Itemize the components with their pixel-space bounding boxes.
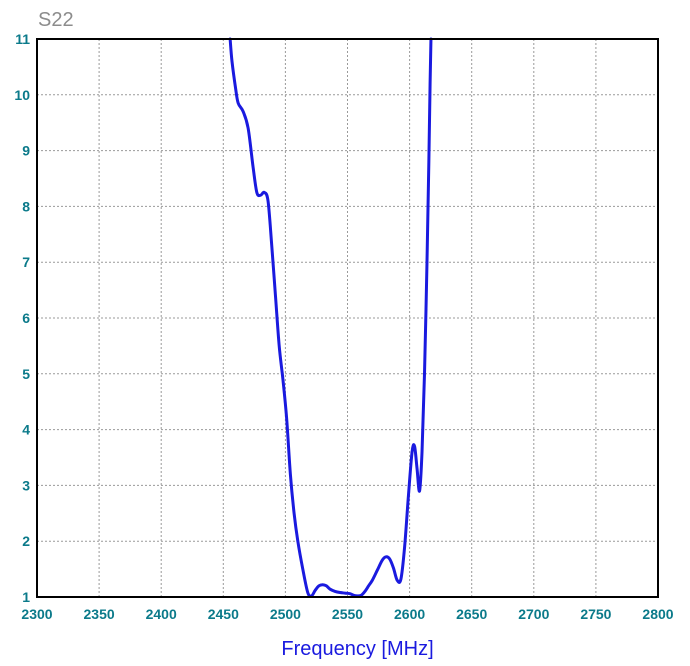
x-axis-label: Frequency [MHz] [281, 638, 433, 660]
x-tick-label: 2550 [332, 606, 363, 622]
x-tick-label: 2600 [394, 606, 425, 622]
y-tick-label: 7 [22, 254, 30, 270]
data-series [228, 37, 433, 598]
chart-title: S22 [38, 9, 74, 31]
y-tick-label: 6 [22, 310, 30, 326]
y-tick-label: 9 [22, 143, 30, 159]
y-tick-label: 2 [22, 533, 30, 549]
series-line-0 [228, 37, 433, 598]
plot-frame [36, 38, 659, 598]
y-tick-label: 3 [22, 477, 30, 493]
grid-lines [37, 39, 658, 597]
y-tick-label: 8 [22, 198, 30, 214]
x-tick-label: 2650 [456, 606, 487, 622]
y-tick-label: 11 [15, 31, 30, 47]
x-tick-label: 2700 [518, 606, 549, 622]
y-tick-labels: 1 2 3 4 5 6 7 8 9 10 11 [14, 31, 30, 605]
y-tick-label: 5 [22, 366, 30, 382]
y-tick-label: 4 [22, 422, 30, 438]
x-tick-label: 2800 [642, 606, 673, 622]
x-tick-label: 2400 [146, 606, 177, 622]
x-tick-label: 2500 [270, 606, 301, 622]
x-tick-label: 2300 [21, 606, 52, 622]
x-tick-label: 2350 [84, 606, 115, 622]
x-tick-label: 2450 [208, 606, 239, 622]
y-tick-label: 1 [22, 589, 30, 605]
x-tick-labels: 2300 2350 2400 2450 2500 2550 2600 2650 2700 2750… [21, 606, 673, 622]
x-tick-label: 2750 [580, 606, 611, 622]
y-tick-label: 10 [14, 87, 30, 103]
